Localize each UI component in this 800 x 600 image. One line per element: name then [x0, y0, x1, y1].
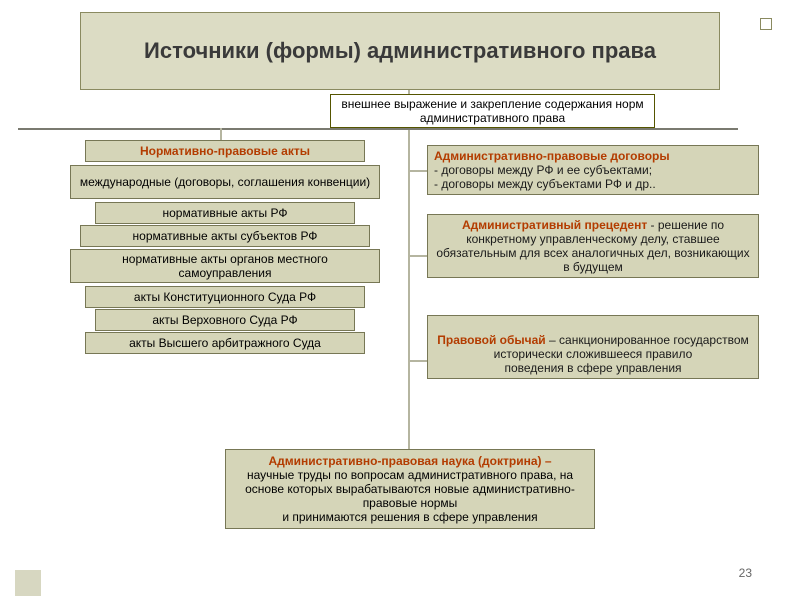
- page-number: 23: [739, 566, 752, 580]
- footer-decor: [15, 570, 41, 596]
- conn-left-head: [220, 128, 222, 140]
- bottom-body: научные труды по вопросам административн…: [245, 468, 575, 524]
- left-item-3: нормативные акты органов местного самоуп…: [70, 249, 380, 283]
- horizontal-rule: [18, 128, 738, 130]
- conn-right-1: [410, 170, 427, 172]
- right-box-1: Административный прецедент - решение по …: [427, 214, 759, 278]
- conn-right-3: [410, 360, 427, 362]
- left-item-4: акты Конституционного Суда РФ: [85, 286, 365, 308]
- left-item-2: нормативные акты субъектов РФ: [80, 225, 370, 247]
- corner-decor: [760, 18, 772, 30]
- left-item-0: международные (договоры, соглашения конв…: [70, 165, 380, 199]
- definition-box: внешнее выражение и закрепление содержан…: [330, 94, 655, 128]
- left-header: Нормативно-правовые акты: [140, 144, 310, 158]
- bottom-box: Административно-правовая наука (доктрина…: [225, 449, 595, 529]
- title-box: Источники (формы) административного прав…: [80, 12, 720, 90]
- right-box-0: Административно-правовые договоры - дого…: [427, 145, 759, 195]
- left-header-box: Нормативно-правовые акты: [85, 140, 365, 162]
- right-box-2: Правовой обычай – санкционированное госу…: [427, 315, 759, 379]
- right-body-0: - договоры между РФ и ее субъектами; - д…: [434, 163, 656, 191]
- conn-right-2: [410, 255, 427, 257]
- left-item-5: акты Верховного Суда РФ: [95, 309, 355, 331]
- left-item-1: нормативные акты РФ: [95, 202, 355, 224]
- left-item-6: акты Высшего арбитражного Суда: [85, 332, 365, 354]
- connector-main-vert: [408, 90, 410, 450]
- title-text: Источники (формы) административного прав…: [144, 38, 656, 63]
